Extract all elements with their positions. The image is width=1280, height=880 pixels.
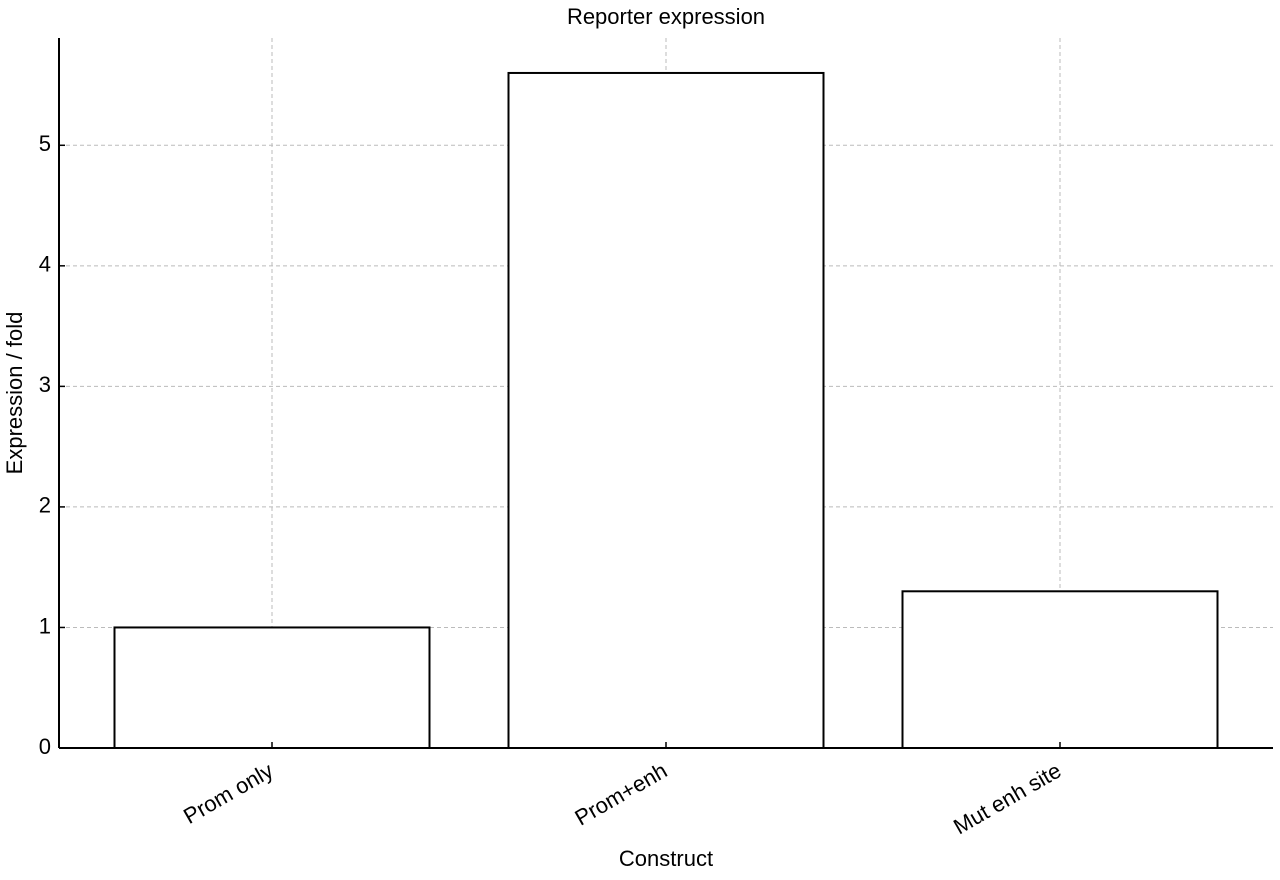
y-tick-label: 5 bbox=[39, 131, 51, 156]
x-tick-label: Mut enh site bbox=[949, 758, 1065, 840]
bar bbox=[507, 71, 825, 749]
y-tick-label: 3 bbox=[39, 372, 51, 397]
y-tick-label: 1 bbox=[39, 613, 51, 638]
chart-title: Reporter expression bbox=[567, 4, 765, 29]
bars bbox=[113, 71, 1219, 750]
x-tick-label: Prom only bbox=[179, 758, 277, 829]
x-tick-label: Prom+enh bbox=[570, 758, 671, 831]
y-axis-label: Expression / fold bbox=[2, 312, 27, 475]
y-tick-label: 2 bbox=[39, 493, 51, 518]
x-axis-label: Construct bbox=[619, 846, 713, 871]
bar bbox=[113, 626, 431, 750]
bar bbox=[901, 590, 1219, 749]
y-tick-label: 0 bbox=[39, 734, 51, 759]
y-tick-label: 4 bbox=[39, 252, 51, 277]
